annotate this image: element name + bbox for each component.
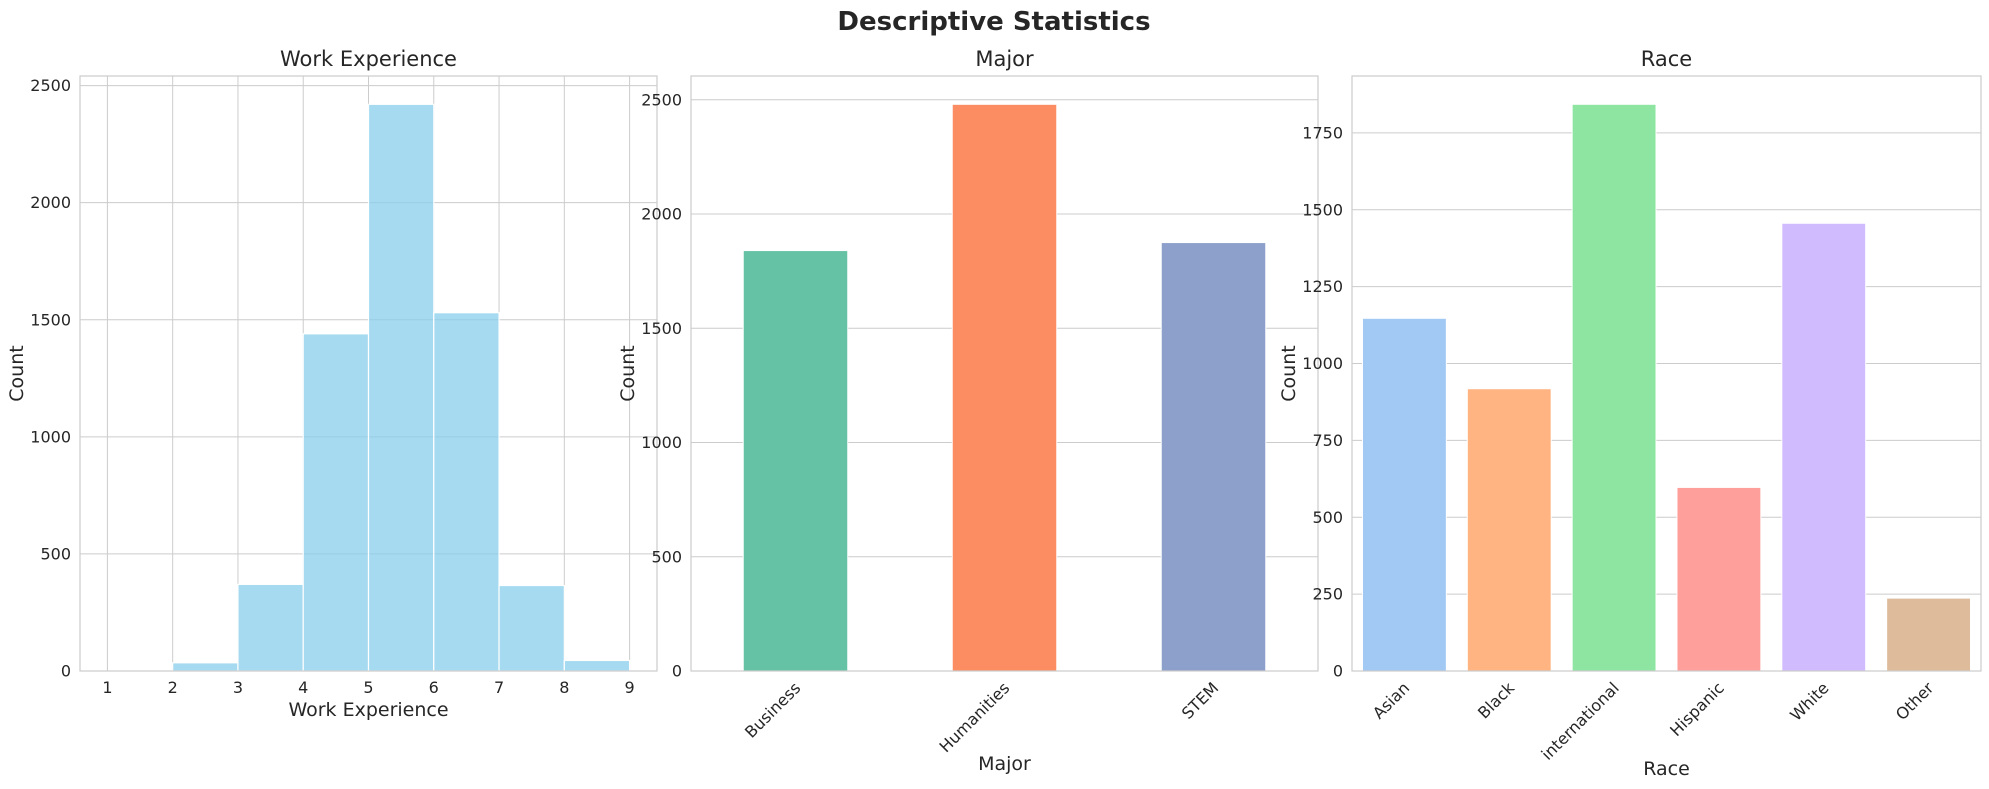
y-tick-label: 500 (651, 547, 682, 566)
x-tick-label: 6 (429, 678, 439, 697)
bar-hispanic (1676, 486, 1762, 672)
y-tick-label: 750 (1312, 431, 1343, 450)
y-tick-label: 2500 (30, 76, 71, 95)
x-axis-label: Work Experience (288, 699, 448, 721)
plot-frame (1351, 75, 1982, 672)
plot-frame (690, 75, 1319, 672)
histogram-bar (367, 103, 435, 672)
y-tick-label: 1000 (30, 427, 71, 446)
y-tick-label: 1000 (641, 433, 682, 452)
plot-frame (79, 75, 658, 672)
bar-international (1571, 103, 1657, 672)
y-tick-label: 1500 (30, 310, 71, 329)
x-axis-label: Race (1643, 758, 1690, 780)
x-tick-label: STEM (1178, 678, 1222, 722)
panel-major: 0 500 1000 1500 2000 2500 Business Humanities ST… (617, 47, 1319, 775)
histogram-bar (433, 312, 500, 672)
y-tick-label: 0 (672, 662, 682, 681)
bar-humanities (951, 103, 1058, 672)
panel-title: Race (1641, 47, 1692, 71)
x-tick-label: 8 (559, 678, 569, 697)
y-tick-label: 0 (61, 662, 71, 681)
x-tick-label: 4 (298, 678, 308, 697)
y-tick-label: 1750 (1302, 123, 1343, 142)
y-tick-label: 1500 (1302, 200, 1343, 219)
y-axis-label: Count (617, 345, 639, 401)
x-tick-label: 5 (363, 678, 373, 697)
x-tick-label: White (1786, 678, 1832, 724)
x-tick-label: international (1537, 678, 1622, 763)
histogram-bar (498, 584, 565, 672)
bar-black (1466, 388, 1552, 672)
y-tick-label: 1500 (641, 319, 682, 338)
bar-other (1886, 597, 1972, 672)
x-tick-label: Black (1474, 678, 1519, 723)
x-tick-label: Asian (1369, 678, 1413, 722)
bar-business (742, 250, 849, 672)
histogram-bar (237, 583, 304, 672)
bar-white (1781, 222, 1867, 672)
panel-work-experience: 0 500 1000 1500 2000 2500 1 2 3 4 5 6 7 8 9 Work Experi… (6, 47, 658, 721)
x-tick-label: Humanities (936, 678, 1014, 756)
figure-title: Descriptive Statistics (837, 7, 1150, 37)
x-tick-label: 3 (233, 678, 243, 697)
y-tick-label: 1250 (1302, 277, 1343, 296)
y-tick-label: 2500 (641, 90, 682, 109)
histogram-bar (302, 333, 370, 672)
bar-asian (1361, 317, 1447, 672)
y-axis-label: Count (6, 345, 28, 401)
y-tick-label: 500 (40, 544, 71, 563)
y-axis-label: Count (1278, 345, 1300, 401)
histogram-bar (563, 659, 631, 672)
x-tick-label: Other (1892, 678, 1938, 724)
y-tick-label: 250 (1312, 585, 1343, 604)
histogram-bar (172, 662, 239, 672)
y-tick-label: 0 (1333, 662, 1343, 681)
x-tick-label: 1 (102, 678, 112, 697)
x-tick-label: Business (741, 678, 804, 741)
y-tick-label: 2000 (30, 193, 71, 212)
panel-title: Major (975, 47, 1034, 71)
y-tick-label: 2000 (641, 205, 682, 224)
panel-title: Work Experience (280, 47, 457, 71)
y-tick-label: 1000 (1302, 354, 1343, 373)
x-tick-label: 9 (624, 678, 634, 697)
x-tick-label: 2 (168, 678, 178, 697)
x-axis-label: Major (978, 753, 1031, 775)
y-tick-label: 500 (1312, 508, 1343, 527)
bar-stem (1160, 242, 1267, 672)
panel-race: 0 250 500 750 1000 1250 1500 1750 Asian Black inte… (1278, 47, 1982, 780)
x-tick-label: Hispanic (1666, 678, 1728, 740)
x-tick-label: 7 (494, 678, 504, 697)
